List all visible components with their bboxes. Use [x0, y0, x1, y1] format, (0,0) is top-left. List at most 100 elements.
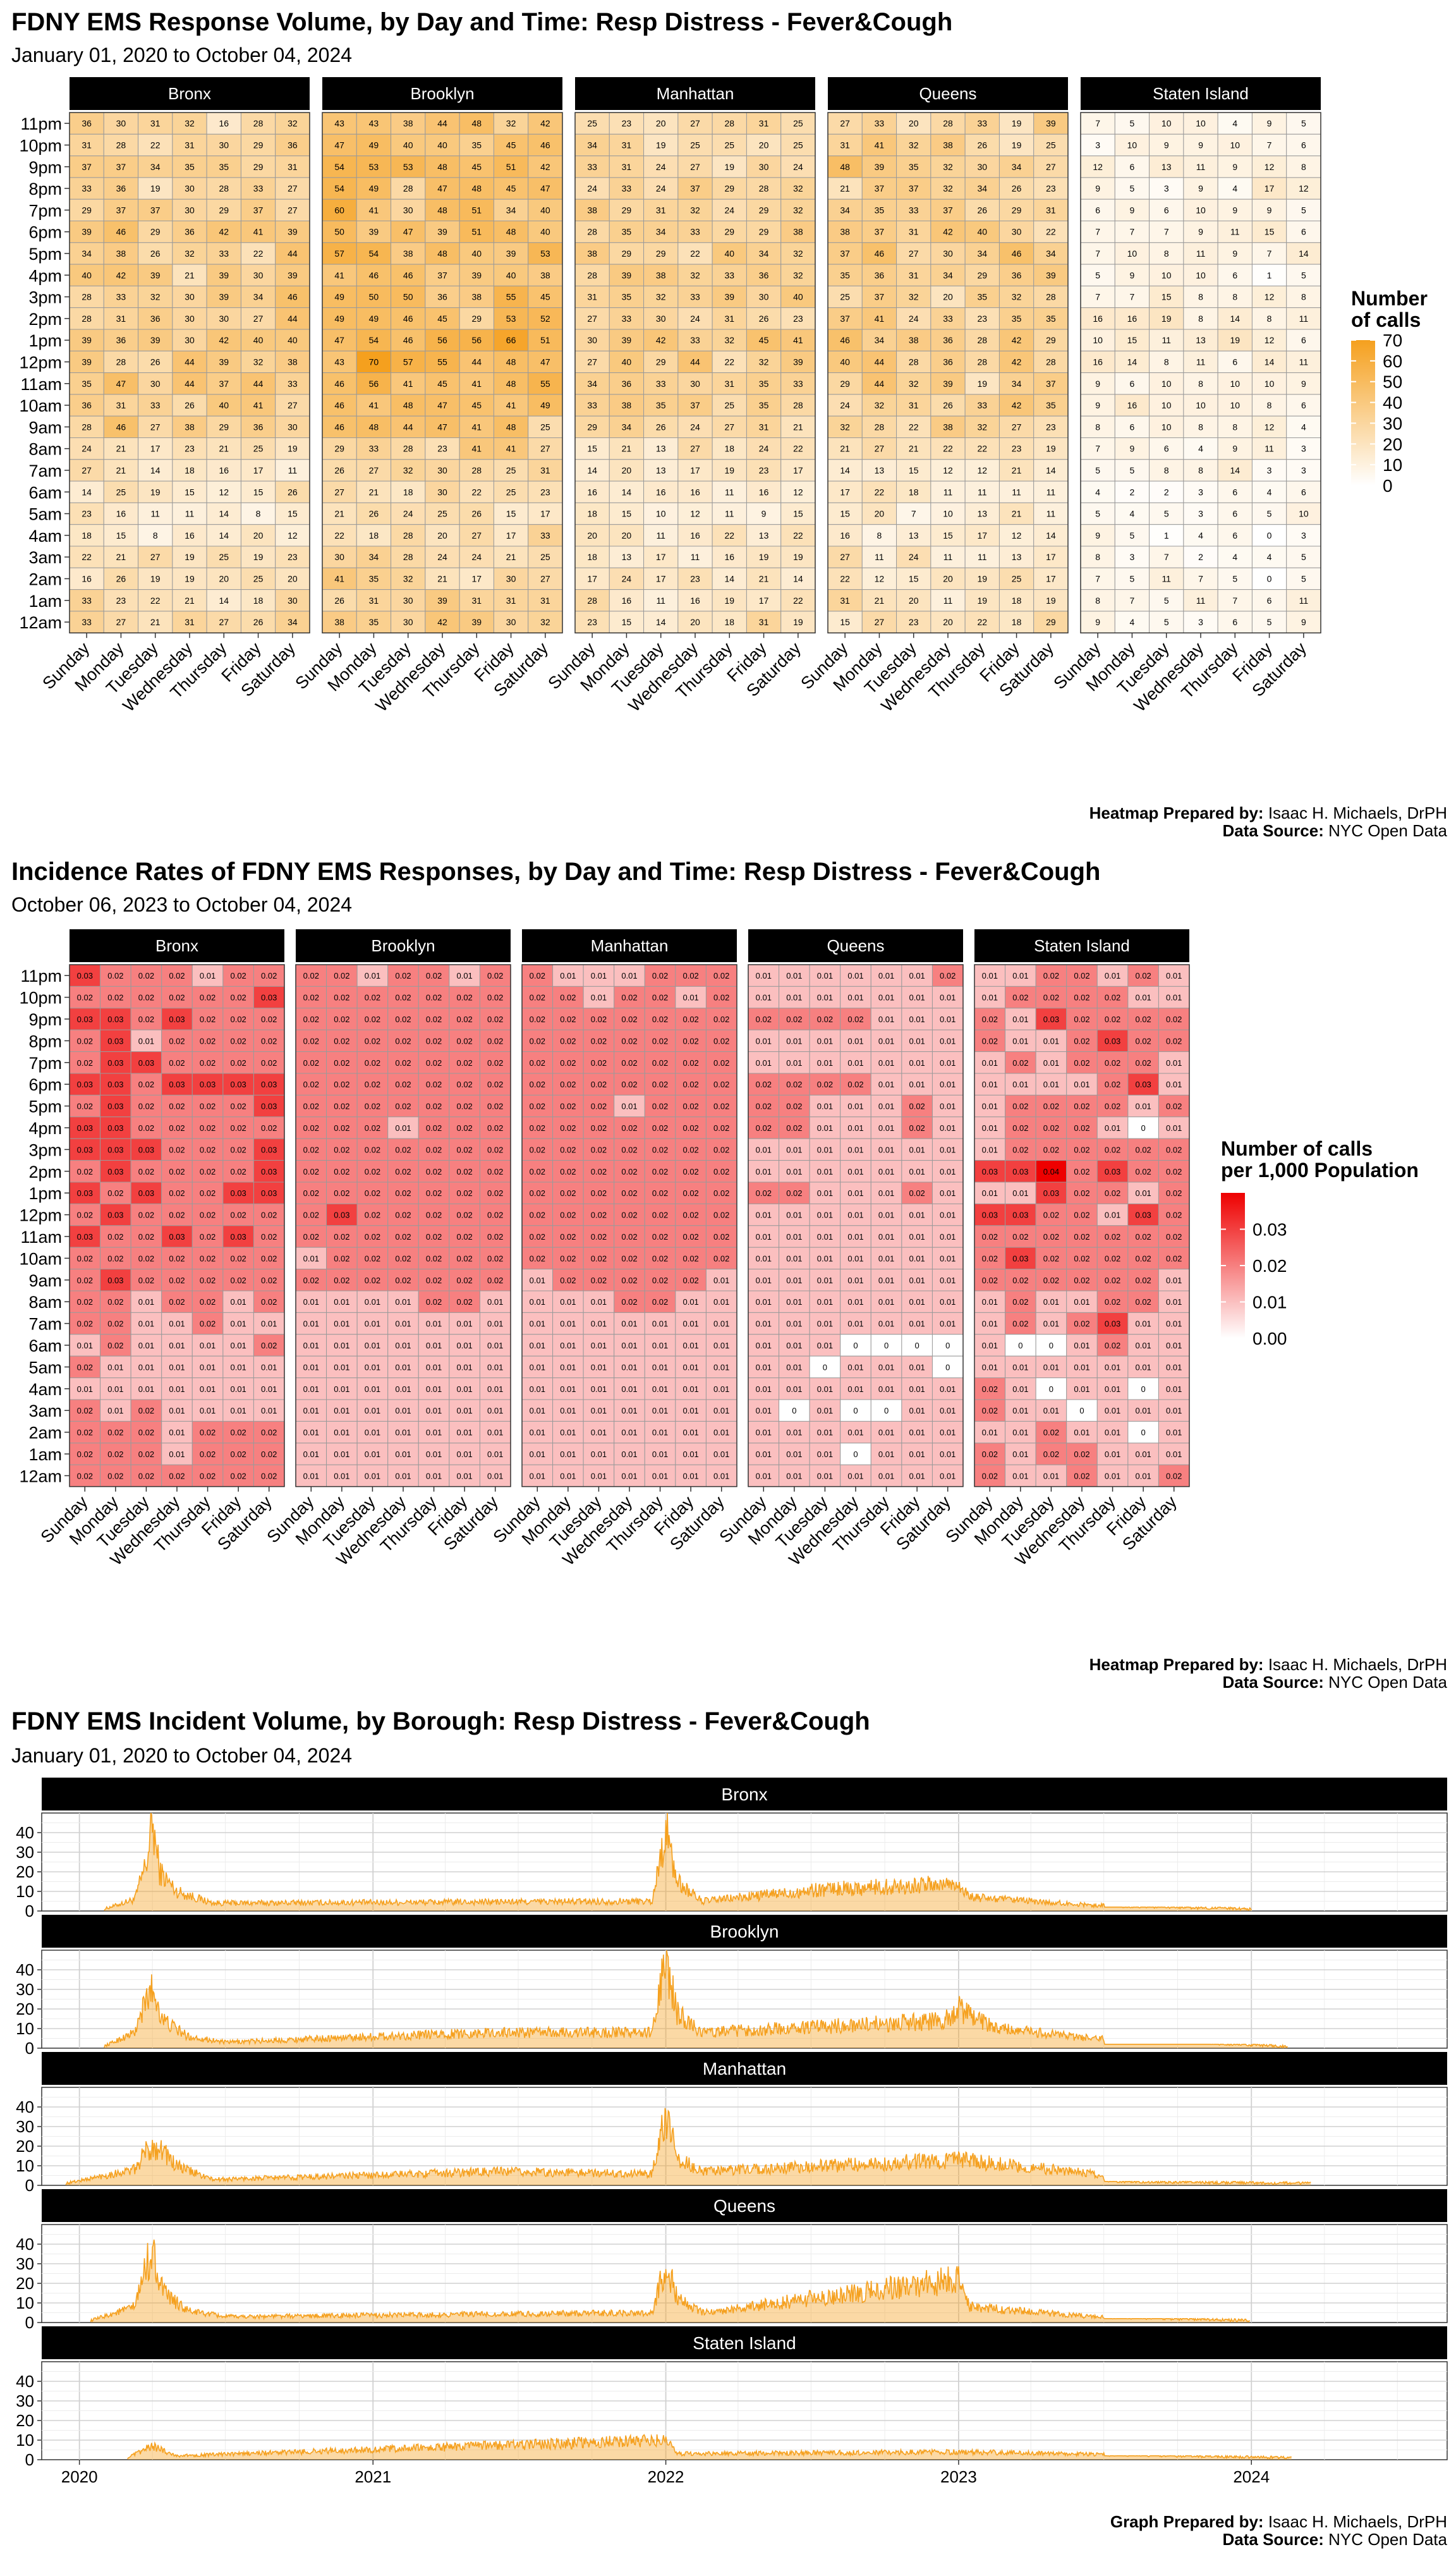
cell-label: 0.01	[786, 1428, 802, 1438]
cell-label: 4	[1301, 422, 1306, 432]
heatmap-cell	[69, 1094, 101, 1118]
heatmap-cell	[583, 1377, 615, 1400]
cell-label: 26	[977, 140, 987, 150]
cell-label: 0.02	[652, 1188, 668, 1198]
y-tick-label: 8am	[28, 1293, 62, 1312]
cell-label: 40	[840, 357, 850, 367]
cell-label: 0.02	[334, 1080, 349, 1089]
heatmap-cell	[275, 480, 310, 503]
cell-label: 0.01	[878, 1428, 894, 1438]
cell-label: 28	[587, 595, 597, 606]
heatmap-cell	[609, 459, 645, 482]
heatmap-cell	[998, 307, 1034, 330]
cell-label: 0.01	[682, 993, 698, 1003]
cell-label: 0.01	[940, 1450, 956, 1459]
y-tick-label: 30	[16, 1843, 34, 1862]
cell-label: 0.03	[138, 1188, 154, 1198]
heatmap-cell	[827, 546, 863, 568]
heatmap-cell	[521, 1073, 554, 1096]
cell-label: 20	[943, 573, 953, 583]
cell-label: 0.01	[847, 1254, 863, 1263]
cell-label: 0.01	[652, 1319, 668, 1329]
heatmap-cell	[1286, 264, 1321, 286]
heatmap-cell	[748, 964, 780, 987]
heatmap-cell	[705, 964, 737, 987]
cell-label: 10	[943, 509, 953, 519]
heatmap-cell	[643, 611, 679, 633]
heatmap-cell	[644, 1443, 676, 1465]
heatmap-cell	[780, 611, 816, 633]
heatmap-cell	[138, 264, 173, 286]
cell-label: 0.01	[395, 1341, 411, 1350]
cell-label: 37	[840, 248, 850, 259]
heatmap-cell	[493, 177, 529, 200]
heatmap-cell	[896, 611, 931, 633]
heatmap-cell	[528, 459, 563, 482]
heatmap-cell	[614, 1203, 645, 1226]
cell-label: 24	[690, 314, 700, 324]
cell-label: 0.01	[847, 1319, 863, 1329]
heatmap-cell	[253, 964, 285, 987]
cell-label: 38	[943, 422, 953, 432]
heatmap-cell	[1149, 285, 1184, 308]
cell-label: 0.02	[1135, 1232, 1151, 1242]
cell-label: 0.01	[1166, 1276, 1182, 1285]
timeseries-title: FDNY EMS Incident Volume, by Borough: Re…	[11, 1707, 870, 1735]
heatmap-cell	[574, 480, 610, 503]
heatmap-cell	[840, 1029, 871, 1053]
cell-label: 0.01	[1135, 1406, 1151, 1415]
cell-label: 0.01	[1043, 1471, 1059, 1481]
cell-label: 32	[793, 205, 803, 215]
cell-label: 0.02	[1074, 1319, 1089, 1329]
cell-label: 0.01	[909, 1362, 925, 1372]
cell-label: 48	[471, 118, 482, 128]
cell-label: 33	[977, 400, 987, 410]
heatmap-cell	[677, 156, 713, 178]
cell-label: 48	[403, 400, 413, 410]
heatmap-cell	[459, 156, 494, 178]
panel-strip-label: Bronx	[155, 936, 198, 955]
heatmap-cell	[1286, 611, 1321, 633]
cell-label: 41	[471, 422, 482, 432]
cell-label: 0.03	[107, 1080, 123, 1089]
heatmap-cell	[322, 285, 357, 308]
heatmap-volume-caption: Heatmap Prepared by: Isaac H. Michaels, …	[1089, 803, 1448, 840]
y-tick-label: 0	[25, 2176, 34, 2195]
heatmap-incidence-panels: Bronx 0.03 0.02 0.02 0.02 0.01 0.02 0.02 0.02 0.0…	[19, 929, 1190, 1569]
heatmap-cell	[326, 1160, 358, 1183]
cell-label: 0.03	[261, 993, 277, 1003]
cell-label: 0.02	[682, 1080, 698, 1089]
heatmap-cell	[528, 285, 563, 308]
heatmap-cell	[275, 502, 310, 525]
cell-label: 21	[622, 444, 632, 454]
cell-label: 30	[437, 465, 447, 475]
panel-strip-label: Manhattan	[657, 84, 734, 103]
cell-label: 14	[219, 509, 229, 519]
cell-label: 0.02	[591, 1080, 607, 1089]
cell-label: 19	[1012, 118, 1022, 128]
heatmap-cell	[100, 1443, 131, 1465]
cell-label: 12	[943, 465, 953, 475]
cell-label: 31	[116, 400, 126, 410]
cell-label: 0.01	[940, 1015, 956, 1024]
heatmap-cell	[677, 112, 713, 135]
cell-label: 15	[253, 487, 264, 497]
heatmap-cell	[103, 264, 139, 286]
heatmap-cell	[493, 350, 529, 374]
cell-label: 0.01	[426, 1362, 442, 1372]
cell-label: 0.01	[786, 1384, 802, 1394]
cell-label: 0.02	[230, 1167, 246, 1176]
cell-label: 0.01	[334, 1406, 349, 1415]
cell-label: 42	[437, 617, 447, 627]
cell-label: 45	[506, 140, 516, 150]
cell-label: 0.02	[107, 1450, 123, 1459]
heatmap-cell	[827, 415, 863, 439]
cell-label: 33	[116, 292, 126, 302]
cell-label: 0.02	[982, 1384, 998, 1394]
cell-label: 15	[793, 509, 803, 519]
heatmap-cell	[326, 1094, 358, 1118]
cell-label: 26	[150, 357, 161, 367]
heatmap-cell	[1183, 372, 1218, 395]
cell-label: 0.02	[77, 1471, 93, 1481]
